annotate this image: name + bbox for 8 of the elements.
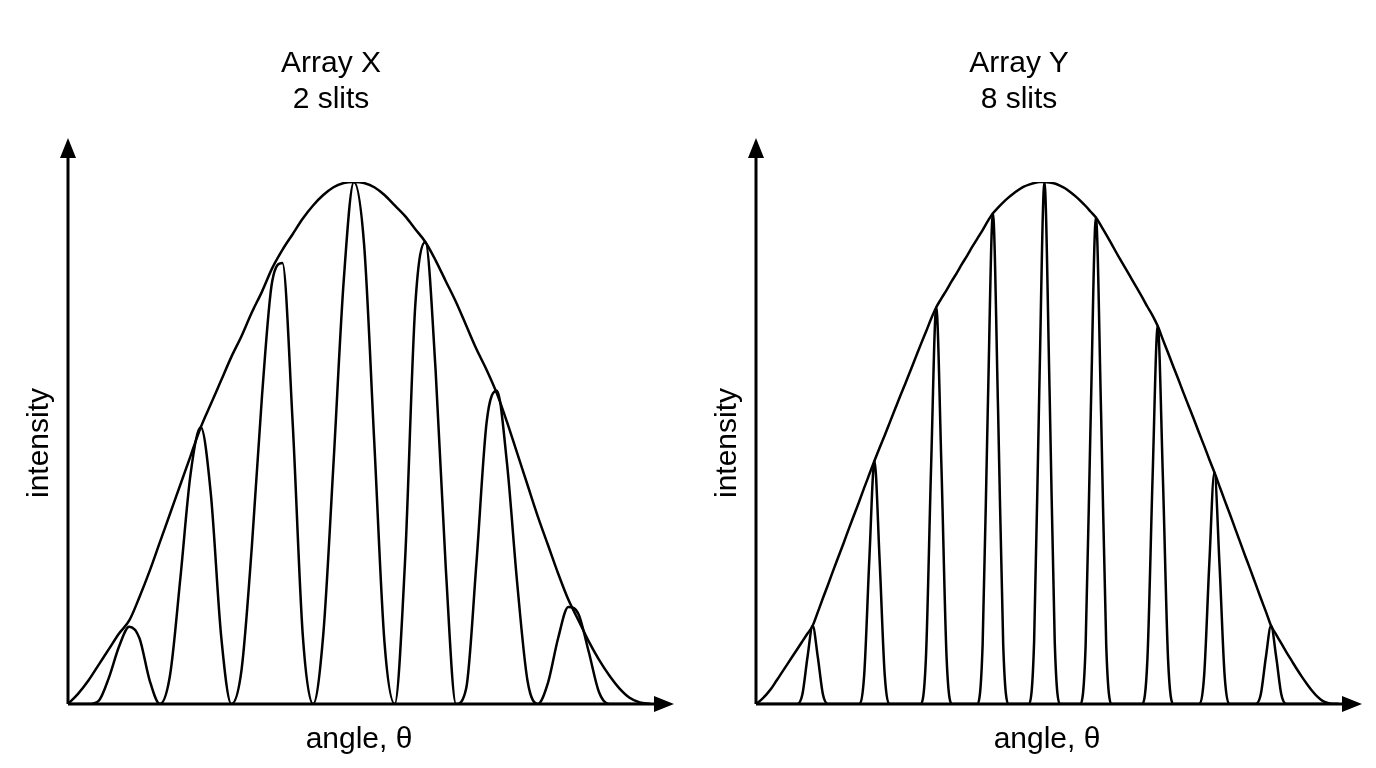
chart-subtitle: 8 slits bbox=[980, 81, 1058, 115]
y-axis-title: intensity bbox=[709, 387, 743, 499]
chart-title: Array Y bbox=[969, 45, 1069, 79]
x-axis-title: angle, θ bbox=[993, 721, 1101, 755]
chart-title: Array X bbox=[280, 45, 382, 79]
chart-subtitle: 2 slits bbox=[292, 81, 370, 115]
x-axis-title: angle, θ bbox=[305, 721, 413, 755]
y-axis-title: intensity bbox=[21, 387, 55, 499]
